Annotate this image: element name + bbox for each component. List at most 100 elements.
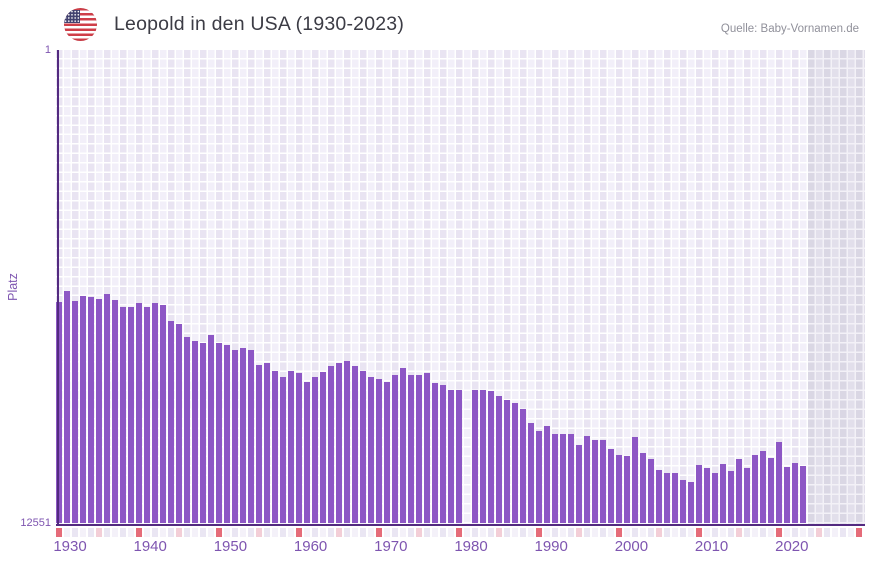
chart-bar[interactable] xyxy=(791,462,798,524)
chart-bar[interactable] xyxy=(383,381,390,524)
year-marker xyxy=(655,528,662,537)
chart-bar[interactable] xyxy=(407,374,414,524)
chart-bar[interactable] xyxy=(631,436,638,524)
chart-bar[interactable] xyxy=(775,441,782,524)
chart-bar[interactable] xyxy=(431,382,438,524)
chart-bar[interactable] xyxy=(799,465,806,524)
chart-bar[interactable] xyxy=(447,389,454,524)
chart-bar[interactable] xyxy=(135,302,142,524)
chart-bar[interactable] xyxy=(63,291,70,524)
chart-bar[interactable] xyxy=(367,376,374,524)
chart-bar[interactable] xyxy=(399,367,406,524)
chart-bar[interactable] xyxy=(727,470,734,524)
chart-bar[interactable] xyxy=(519,408,526,524)
chart-bar[interactable] xyxy=(647,458,654,524)
chart-bar[interactable] xyxy=(375,378,382,524)
chart-bar[interactable] xyxy=(87,296,94,524)
chart-bar[interactable] xyxy=(439,384,446,524)
chart-bar[interactable] xyxy=(743,467,750,524)
chart-bar[interactable] xyxy=(615,454,622,524)
chart-bar[interactable] xyxy=(223,344,230,524)
chart-bar[interactable] xyxy=(239,347,246,524)
chart-bar[interactable] xyxy=(487,390,494,524)
chart-bar[interactable] xyxy=(703,467,710,524)
chart-bar[interactable] xyxy=(671,472,678,524)
chart-bar[interactable] xyxy=(583,435,590,524)
chart-bar[interactable] xyxy=(391,374,398,524)
chart-bar[interactable] xyxy=(591,439,598,524)
chart-bar[interactable] xyxy=(359,370,366,524)
year-marker xyxy=(759,528,766,537)
chart-bar[interactable] xyxy=(79,295,86,524)
chart-bar[interactable] xyxy=(695,464,702,524)
chart-bar[interactable] xyxy=(95,298,102,524)
chart-bar[interactable] xyxy=(287,370,294,524)
chart-bar[interactable] xyxy=(151,302,158,524)
chart-bar[interactable] xyxy=(663,472,670,524)
chart-bar[interactable] xyxy=(167,320,174,524)
chart-bar[interactable] xyxy=(335,362,342,524)
chart-bar[interactable] xyxy=(535,430,542,524)
chart-bar[interactable] xyxy=(711,472,718,524)
x-axis-line xyxy=(55,523,865,526)
chart-bar[interactable] xyxy=(303,381,310,524)
chart-bar[interactable] xyxy=(415,374,422,524)
chart-bar[interactable] xyxy=(455,389,462,524)
chart-bar[interactable] xyxy=(687,481,694,524)
chart-bar[interactable] xyxy=(255,364,262,524)
chart-bar[interactable] xyxy=(559,433,566,524)
chart-bar[interactable] xyxy=(199,342,206,524)
chart-bar[interactable] xyxy=(143,306,150,524)
chart-bar[interactable] xyxy=(103,293,110,524)
chart-bar[interactable] xyxy=(71,300,78,524)
chart-bar[interactable] xyxy=(623,455,630,524)
chart-bar[interactable] xyxy=(511,402,518,524)
chart-bar[interactable] xyxy=(599,439,606,524)
chart-bar[interactable] xyxy=(543,425,550,524)
chart-bar[interactable] xyxy=(55,301,62,524)
chart-bar[interactable] xyxy=(567,433,574,524)
chart-bar[interactable] xyxy=(263,362,270,524)
chart-bar[interactable] xyxy=(495,395,502,524)
chart-bar[interactable] xyxy=(351,365,358,524)
chart-bar[interactable] xyxy=(551,433,558,524)
chart-bar[interactable] xyxy=(247,349,254,524)
chart-bar[interactable] xyxy=(767,457,774,524)
year-marker xyxy=(615,528,622,537)
chart-bar[interactable] xyxy=(527,422,534,524)
chart-bar[interactable] xyxy=(295,372,302,524)
chart-bar[interactable] xyxy=(207,334,214,524)
chart-bar[interactable] xyxy=(311,376,318,524)
chart-bar[interactable] xyxy=(119,306,126,524)
chart-bar[interactable] xyxy=(159,304,166,524)
chart-bar[interactable] xyxy=(471,389,478,524)
chart-bar[interactable] xyxy=(735,458,742,524)
chart-bar[interactable] xyxy=(719,463,726,524)
chart-bar[interactable] xyxy=(423,372,430,524)
chart-bar[interactable] xyxy=(319,371,326,524)
chart-bar[interactable] xyxy=(191,340,198,524)
chart-bar[interactable] xyxy=(679,479,686,524)
year-marker xyxy=(727,528,734,537)
chart-bar[interactable] xyxy=(183,336,190,524)
chart-bar[interactable] xyxy=(111,299,118,524)
chart-bar[interactable] xyxy=(231,349,238,524)
chart-bar[interactable] xyxy=(479,389,486,524)
chart-bar[interactable] xyxy=(575,444,582,524)
chart-bar[interactable] xyxy=(127,306,134,524)
year-marker xyxy=(543,528,550,537)
chart-bar[interactable] xyxy=(279,376,286,524)
chart-bar[interactable] xyxy=(639,452,646,524)
year-marker xyxy=(103,528,110,537)
chart-bar[interactable] xyxy=(759,450,766,524)
chart-bar[interactable] xyxy=(271,370,278,524)
chart-bar[interactable] xyxy=(327,365,334,524)
chart-bar[interactable] xyxy=(607,448,614,524)
chart-bar[interactable] xyxy=(175,323,182,524)
chart-bar[interactable] xyxy=(751,454,758,524)
chart-bar[interactable] xyxy=(343,360,350,524)
chart-bar[interactable] xyxy=(655,469,662,524)
chart-bar[interactable] xyxy=(215,342,222,524)
chart-bar[interactable] xyxy=(503,399,510,524)
chart-bar[interactable] xyxy=(783,466,790,524)
